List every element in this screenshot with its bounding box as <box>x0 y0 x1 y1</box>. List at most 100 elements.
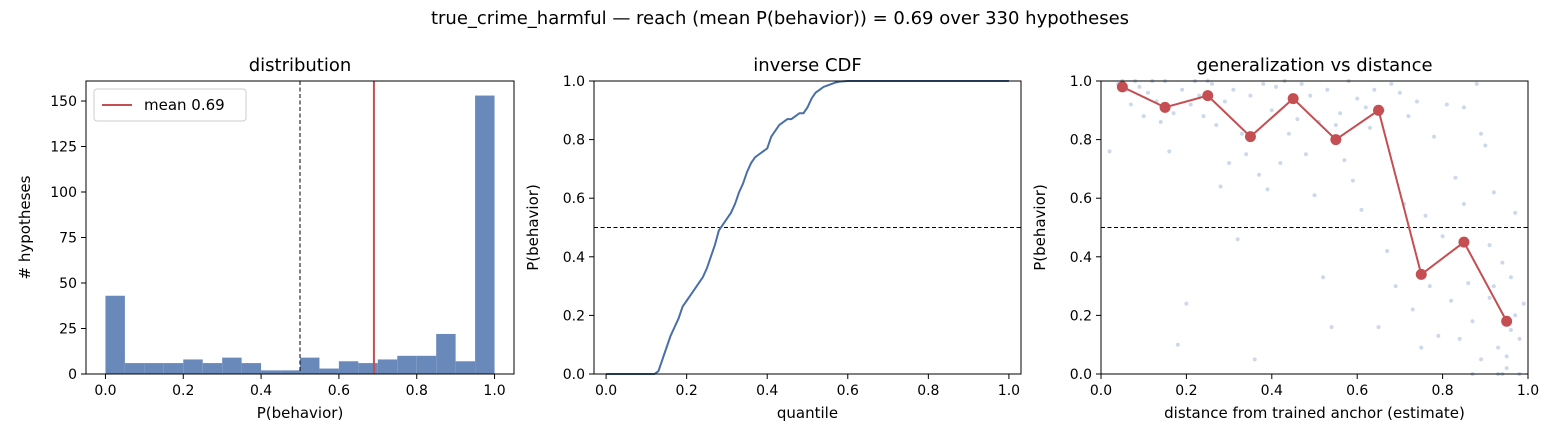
histogram-bar <box>416 355 437 374</box>
y-tick-label: 0.8 <box>1070 133 1092 149</box>
scatter-point <box>1504 354 1509 359</box>
x-tick-label: 1.0 <box>483 383 505 399</box>
scatter-point <box>1453 175 1458 180</box>
scatter-point <box>1218 184 1223 189</box>
scatter-point <box>1410 307 1415 312</box>
binned-mean-marker <box>1202 90 1214 102</box>
scatter-point <box>1201 114 1206 119</box>
scatter-point <box>1432 134 1437 139</box>
y-tick-label: 125 <box>50 140 77 156</box>
scatter-point <box>1372 87 1377 92</box>
scatter-point <box>1457 336 1462 341</box>
scatter-point <box>1171 111 1176 116</box>
histogram-bar <box>475 95 495 374</box>
scatter-point <box>1500 260 1505 265</box>
histogram-bar <box>241 363 262 374</box>
scatter-point <box>1419 345 1424 350</box>
scatter-point <box>1197 93 1202 98</box>
scatter-point <box>1508 275 1513 280</box>
histogram-bar <box>338 361 359 374</box>
scatter-point <box>1175 342 1180 347</box>
binned-mean-marker <box>1244 131 1256 143</box>
scatter-point <box>1137 84 1142 89</box>
panel-generalization-vs-distance: 0.0 0.2 0.4 0.6 0.8 1.0 0.0 0.2 0.4 0.6 0.8 1.0 gene… <box>1031 55 1539 422</box>
x-tick-label: 0.0 <box>595 383 617 399</box>
scatter-point <box>1303 152 1308 157</box>
x-tick-label: 0.6 <box>837 383 859 399</box>
x-tick-label: 0.2 <box>1175 383 1197 399</box>
x-tick-label: 0.0 <box>94 383 116 399</box>
panel-distribution: 0.0 0.2 0.4 0.6 0.8 1.0 0 25 50 75 100 125 150 distri… <box>16 55 515 422</box>
scatter-point <box>1513 210 1518 215</box>
binned-mean-marker <box>1159 101 1171 113</box>
y-axis-label: P(behavior) <box>1031 184 1049 271</box>
scatter-point <box>1487 243 1492 248</box>
y-axis-label: # hypotheses <box>16 175 34 279</box>
scatter-point <box>1521 301 1526 306</box>
histogram-bar <box>202 363 223 374</box>
histogram-bar <box>397 355 417 374</box>
scatter-point <box>1389 81 1394 86</box>
histogram-bar <box>300 357 320 374</box>
x-tick-label: 0.8 <box>406 383 428 399</box>
scatter-point <box>1231 87 1236 92</box>
y-tick-label: 0.2 <box>1070 308 1092 324</box>
y-axis-label: P(behavior) <box>524 184 542 271</box>
scatter-point <box>1496 345 1501 350</box>
x-tick-label: 0.6 <box>1346 383 1368 399</box>
scatter-point <box>1508 328 1513 333</box>
scatter-point <box>1487 295 1492 300</box>
x-tick-label: 0.8 <box>1431 383 1453 399</box>
scatter-point <box>1274 84 1279 89</box>
y-tick-label: 0.8 <box>563 133 585 149</box>
scatter-point <box>1295 117 1300 122</box>
axes-frame <box>1100 80 1529 375</box>
x-axis-label: distance from trained anchor (estimate) <box>1164 404 1465 422</box>
x-tick-label: 0.4 <box>1261 383 1283 399</box>
axes-frame <box>85 80 515 375</box>
scatter-point <box>1222 99 1227 104</box>
y-tick-label: 0 <box>68 367 77 383</box>
x-tick-label: 0.2 <box>676 383 698 399</box>
scatter-point <box>1436 333 1441 338</box>
histogram-bar <box>358 363 378 374</box>
y-tick-label: 0.0 <box>563 367 585 383</box>
histogram-bar <box>261 370 281 374</box>
scatter-point <box>1474 81 1479 86</box>
scatter-point <box>1227 161 1232 166</box>
scatter-point <box>1483 143 1488 148</box>
scatter-point <box>1393 284 1398 289</box>
axes-frame <box>593 80 1022 375</box>
legend-box <box>93 88 247 122</box>
scatter-point <box>1491 190 1496 195</box>
y-tick-label: 0.6 <box>1070 191 1092 207</box>
x-tick-label: 0.8 <box>917 383 939 399</box>
scatter-point <box>1385 248 1390 253</box>
binned-mean-marker <box>1458 236 1470 248</box>
x-axis-label: quantile <box>777 404 838 422</box>
y-tick-label: 0.4 <box>563 250 585 266</box>
scatter-point <box>1423 213 1428 218</box>
scatter-point <box>1286 131 1291 136</box>
scatter-point <box>1145 90 1150 95</box>
scatter-point <box>1261 81 1266 86</box>
x-tick-label: 0.2 <box>172 383 194 399</box>
y-tick-label: 1.0 <box>563 74 585 90</box>
scatter-point <box>1184 301 1189 306</box>
y-tick-label: 0.4 <box>1070 250 1092 266</box>
x-tick-label: 0.4 <box>756 383 778 399</box>
scatter-point <box>1470 319 1475 324</box>
scatter-point <box>1252 357 1257 362</box>
binned-mean-line <box>1121 85 1508 322</box>
scatter-point <box>1248 93 1253 98</box>
scatter-point <box>1491 284 1496 289</box>
y-tick-label: 75 <box>59 231 77 247</box>
scatter-point <box>1269 108 1274 113</box>
scatter-point <box>1461 105 1466 110</box>
scatter-point <box>1479 131 1484 136</box>
histogram-bar <box>124 363 145 374</box>
scatter-point <box>1338 111 1343 116</box>
scatter-point <box>1427 284 1432 289</box>
scatter-point <box>1444 102 1449 107</box>
